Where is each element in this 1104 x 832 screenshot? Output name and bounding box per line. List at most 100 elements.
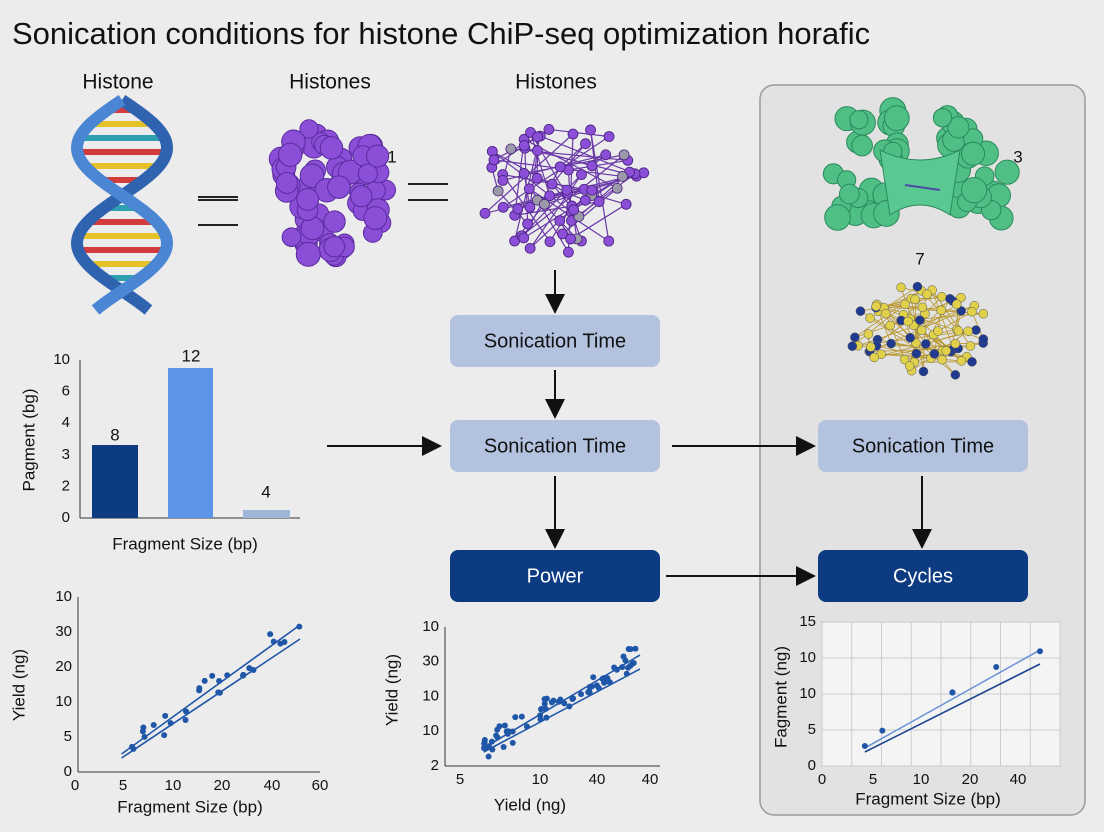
illustrations [70, 95, 1020, 380]
atom [933, 326, 943, 336]
step-box [818, 550, 1028, 602]
x-tick-label: 20 [214, 777, 231, 794]
atom [886, 338, 896, 349]
atom [565, 233, 576, 245]
bond [551, 143, 586, 185]
atom [905, 333, 915, 343]
x-tick-label: 40 [264, 777, 281, 794]
atom [544, 190, 556, 202]
illustration-label: Histone [82, 71, 153, 94]
bond [568, 159, 628, 171]
atom [593, 196, 605, 208]
atom [512, 203, 524, 215]
bar-label: 4 [261, 482, 270, 501]
y-tick-label: 30 [55, 623, 72, 640]
atom [323, 235, 346, 258]
atom [951, 299, 962, 310]
atom [824, 204, 851, 231]
atom [600, 149, 612, 161]
atom [921, 339, 931, 349]
trend-line [864, 663, 1041, 753]
y-tick-label: 3 [62, 446, 70, 463]
atom [960, 176, 988, 204]
atom [479, 207, 491, 219]
atom [557, 228, 568, 240]
y-tick-label: 10 [422, 618, 439, 635]
dot [496, 723, 503, 730]
bond [540, 135, 636, 175]
atom [579, 194, 591, 206]
atom [978, 334, 989, 344]
atom [327, 175, 351, 199]
atom [965, 341, 976, 351]
dot [489, 746, 496, 753]
dot [481, 740, 488, 747]
dot [139, 728, 146, 735]
dot [161, 732, 168, 739]
atom [953, 326, 964, 336]
atom [278, 142, 303, 167]
y-axis-label: Pagment (bg) [19, 389, 38, 492]
dot [141, 733, 148, 740]
y-tick-label: 0 [808, 757, 816, 774]
dot [224, 672, 231, 679]
atom [585, 124, 596, 136]
atom [899, 354, 910, 365]
y-tick-label: 30 [422, 653, 439, 670]
atom [611, 182, 623, 194]
atom [947, 116, 970, 139]
bar [243, 510, 290, 518]
y-tick-label: 20 [55, 658, 72, 675]
bond [921, 329, 962, 362]
trend-line [121, 624, 301, 755]
atom [863, 329, 874, 339]
bar-chart: 8 12 4 Fragment Size (bp) Pagment (bg) 0… [19, 346, 300, 553]
dot [537, 706, 544, 713]
atom [932, 108, 953, 128]
dot [250, 666, 257, 673]
atom [576, 169, 587, 180]
atom [561, 184, 573, 196]
step-label: Cycles [893, 565, 953, 587]
atom [851, 134, 873, 157]
dot [601, 674, 608, 681]
dot [296, 623, 303, 630]
y-tick-label: 2 [431, 757, 439, 774]
atom [363, 206, 388, 231]
atom [518, 232, 530, 244]
atom [912, 281, 923, 292]
step-label: Sonication Time [484, 330, 626, 352]
dot [150, 721, 157, 728]
dot [240, 672, 247, 679]
atom [567, 128, 579, 140]
illustration-number: 1 [387, 147, 396, 166]
dot [500, 744, 507, 751]
atom [357, 163, 378, 184]
atom [505, 143, 517, 155]
y-tick-label: 2 [62, 477, 70, 494]
x-tick-label: 10 [165, 777, 182, 794]
atom [950, 370, 961, 380]
y-tick-label: 5 [808, 721, 816, 738]
y-tick-label: 10 [55, 588, 72, 605]
atom [518, 140, 530, 151]
atom [554, 161, 566, 173]
atom [963, 326, 973, 337]
dot [196, 685, 203, 692]
dot [216, 677, 223, 684]
bond [502, 136, 610, 208]
bond [562, 187, 618, 235]
dot [561, 700, 568, 707]
dot [270, 638, 277, 645]
atom [883, 105, 910, 132]
atom [971, 325, 981, 335]
bond [521, 154, 625, 237]
dot [550, 697, 557, 704]
atom [967, 357, 977, 367]
atom [929, 349, 940, 359]
atom [531, 172, 543, 184]
trend-line [864, 649, 1041, 749]
dot [518, 713, 525, 720]
atom [618, 149, 630, 161]
